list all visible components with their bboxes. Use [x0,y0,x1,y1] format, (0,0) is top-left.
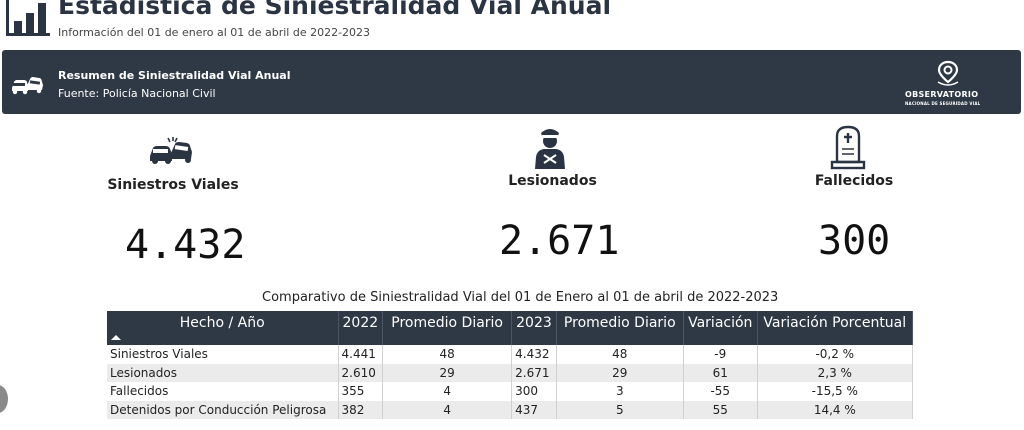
cell-variacion: 55 [683,400,758,419]
table-row: Fallecidos 355 4 300 3 -55 -15,5 % [107,382,913,401]
cell-promedio-2023: 5 [556,400,684,419]
cell-variacion-porcentual: 2,3 % [757,363,913,382]
page-title: Estadística de Siniestralidad Vial Anual [58,0,612,20]
column-header-promedio-2023[interactable]: Promedio Diario [556,311,684,345]
tombstone-icon [830,125,866,170]
column-header-promedio-2022[interactable]: Promedio Diario [382,311,513,345]
org-name: OBSERVATORIO [905,90,979,99]
cell-2023: 4.432 [511,345,557,364]
sort-ascending-icon[interactable] [111,335,121,340]
cell-2022: 355 [338,382,384,401]
table-row: Siniestros Viales 4.441 48 4.432 48 -9 -… [107,345,913,364]
cell-variacion: -55 [683,382,758,401]
bar-chart-icon [6,0,50,36]
kpi-fallecidos-label: Fallecidos [814,173,894,189]
cell-hecho: Fallecidos [107,382,339,401]
car-crash-icon [150,137,192,164]
cell-2022: 4.441 [338,345,384,364]
cell-variacion: -9 [683,345,758,364]
table-title: Comparativo de Siniestralidad Vial del 0… [262,290,779,305]
cell-variacion-porcentual: -15,5 % [757,382,913,401]
cell-2022: 2.610 [338,363,384,382]
cell-promedio-2023: 3 [556,382,684,401]
cell-2022: 382 [338,400,384,419]
table-row: Detenidos por Conducción Peligrosa 382 4… [107,400,913,419]
column-header-variacion[interactable]: Variación [683,311,758,345]
cell-hecho: Siniestros Viales [107,345,339,364]
banner-source: Fuente: Policía Nacional Civil [58,87,216,100]
cell-promedio-2022: 29 [382,363,513,382]
summary-banner: Resumen de Siniestralidad Vial Anual Fue… [2,50,1021,114]
cell-variacion: 61 [683,363,758,382]
org-subtitle: NACIONAL DE SEGURIDAD VIAL [905,101,981,106]
kpi-siniestros-label: Siniestros Viales [107,177,239,193]
column-header-hecho[interactable]: Hecho / Año [107,311,339,345]
comparative-table: Hecho / Año 2022 Promedio Diario 2023 Pr… [107,311,913,419]
cell-promedio-2022: 48 [382,345,513,364]
table-row: Lesionados 2.610 29 2.671 29 61 2,3 % [107,363,913,382]
column-header-2023[interactable]: 2023 [511,311,557,345]
kpi-siniestros-value: 4.432 [125,222,246,268]
cell-hecho: Lesionados [107,363,339,382]
kpi-lesionados-label: Lesionados [508,173,597,189]
column-header-variacion-porcentual[interactable]: Variación Porcentual [757,311,913,345]
cell-promedio-2022: 4 [382,382,513,401]
kpi-lesionados-value: 2.671 [499,218,620,264]
cell-2023: 437 [511,400,557,419]
cell-variacion-porcentual: -0,2 % [757,345,913,364]
page-subtitle: Información del 01 de enero al 01 de abr… [58,26,371,39]
car-crash-icon [12,77,43,95]
cell-2023: 2.671 [511,363,557,382]
kpi-fallecidos-value: 300 [818,218,891,264]
banner-title: Resumen de Siniestralidad Vial Anual [58,69,291,82]
cell-promedio-2023: 48 [556,345,684,364]
injured-person-icon [535,129,565,169]
location-pin-icon [937,60,959,86]
scroll-handle[interactable] [0,385,8,413]
cell-variacion-porcentual: 14,4 % [757,400,913,419]
cell-promedio-2022: 4 [382,400,513,419]
cell-2023: 300 [511,382,557,401]
column-header-2022[interactable]: 2022 [338,311,384,345]
cell-promedio-2023: 29 [556,363,684,382]
cell-hecho: Detenidos por Conducción Peligrosa [107,400,339,419]
page-header: Estadística de Siniestralidad Vial Anual… [0,0,1024,46]
